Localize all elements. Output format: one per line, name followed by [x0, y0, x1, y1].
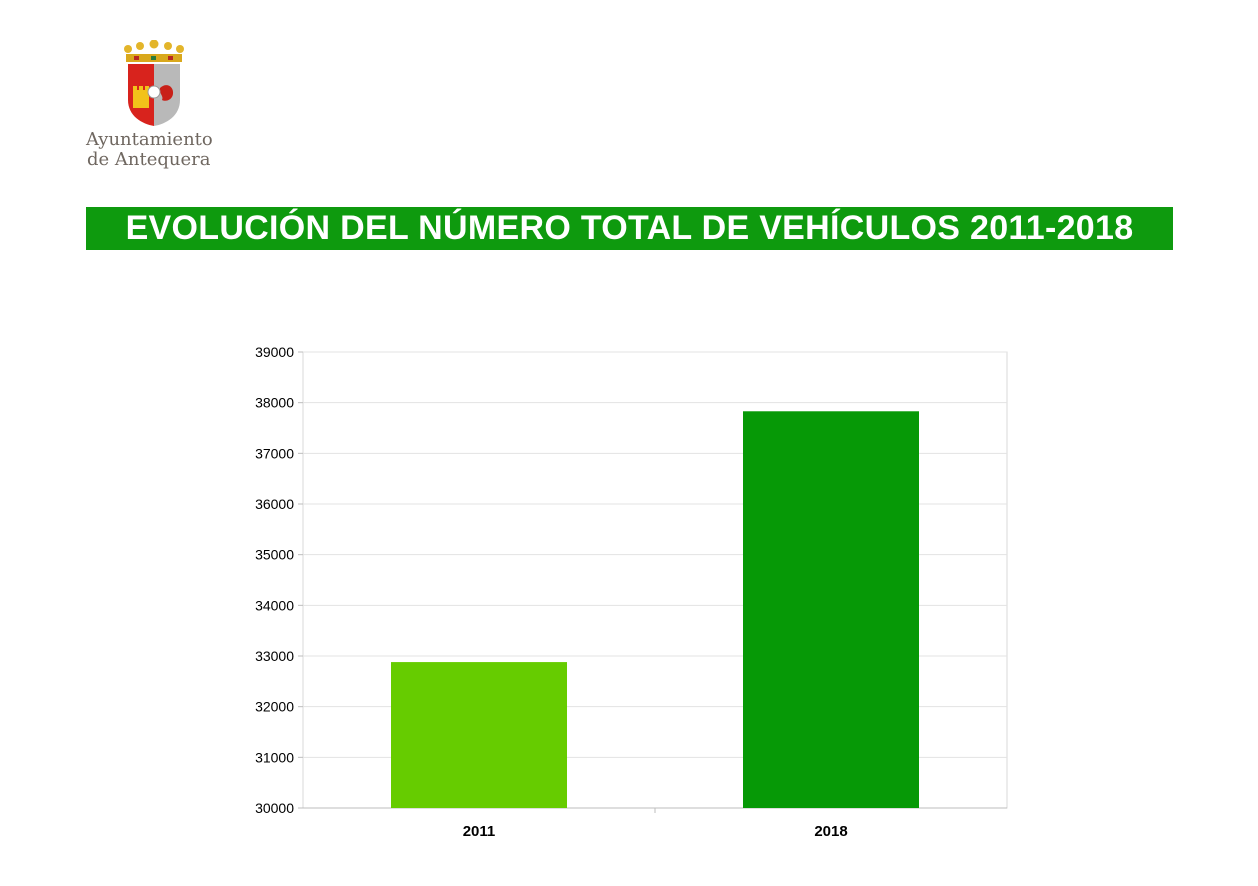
y-tick-label: 31000: [255, 749, 294, 765]
chart-title-banner: EVOLUCIÓN DEL NÚMERO TOTAL DE VEHÍCULOS …: [86, 207, 1173, 250]
x-tick-label: 2011: [463, 823, 496, 840]
bar-2018: [743, 411, 919, 808]
coat-of-arms-logo: [124, 40, 184, 126]
bar-2011: [391, 662, 567, 808]
x-tick-label: 2018: [814, 823, 847, 840]
org-name-line1: Ayuntamiento: [86, 129, 213, 150]
y-tick-label: 30000: [255, 800, 294, 816]
y-tick-label: 33000: [255, 648, 294, 664]
y-tick-label: 39000: [255, 344, 294, 360]
y-tick-label: 32000: [255, 699, 294, 715]
organization-logo: Ayuntamiento de Antequera: [84, 40, 224, 170]
org-name-line2: de Antequera: [87, 149, 211, 170]
chart-title: EVOLUCIÓN DEL NÚMERO TOTAL DE VEHÍCULOS …: [125, 209, 1134, 247]
y-tick-label: 37000: [255, 445, 294, 461]
y-tick-label: 35000: [255, 547, 294, 563]
y-tick-label: 36000: [255, 496, 294, 512]
y-tick-label: 38000: [255, 395, 294, 411]
y-tick-label: 34000: [255, 597, 294, 613]
